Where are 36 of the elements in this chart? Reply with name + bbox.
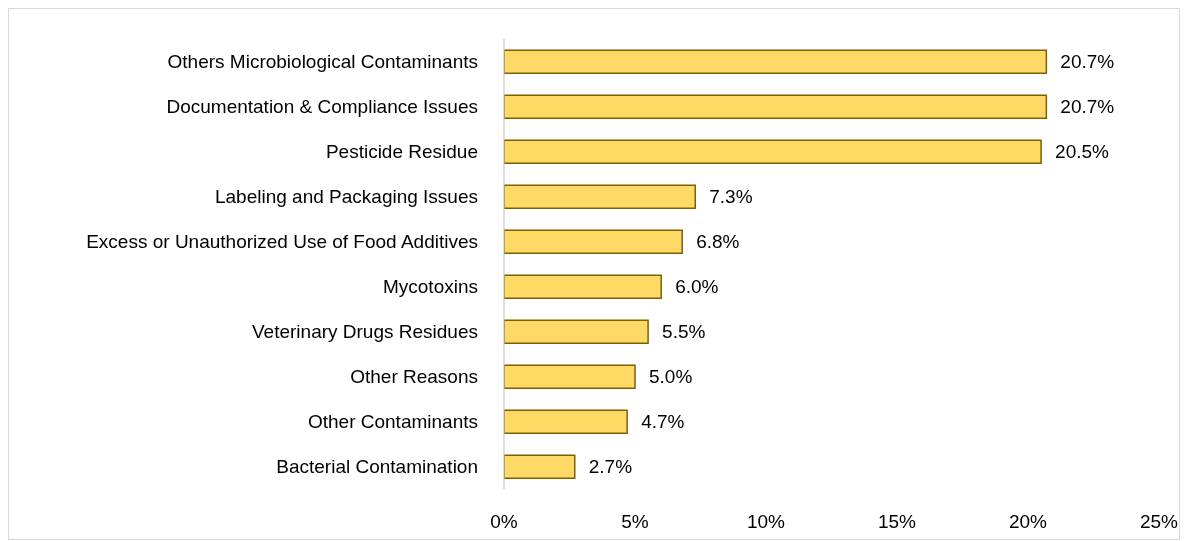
x-tick-label: 25%: [1139, 511, 1179, 533]
y-tick-label: Other Reasons: [350, 366, 478, 388]
bar: [504, 49, 1048, 74]
x-tick-label: 20%: [1008, 511, 1048, 533]
data-label: 20.7%: [1060, 96, 1115, 118]
x-tick-label: 10%: [746, 511, 786, 533]
data-label: 20.5%: [1055, 141, 1110, 163]
bar: [504, 319, 649, 344]
data-label: 5.0%: [649, 366, 693, 388]
y-tick-label: Labeling and Packaging Issues: [214, 186, 478, 208]
y-tick-label: Bacterial Contamination: [276, 456, 478, 478]
x-tick-label: 5%: [621, 511, 649, 533]
y-tick-label: Other Contaminants: [307, 411, 478, 433]
bar: [504, 139, 1042, 164]
data-label: 20.7%: [1060, 51, 1115, 73]
y-tick-label: Veterinary Drugs Residues: [252, 321, 478, 343]
data-label: 2.7%: [588, 456, 633, 478]
y-tick-label: Excess or Unauthorized Use of Food Additives: [86, 231, 478, 253]
x-tick-label: 15%: [877, 511, 917, 533]
bar: [504, 94, 1048, 119]
data-label: 5.5%: [662, 321, 706, 343]
x-tick-label: 0%: [490, 511, 518, 533]
y-tick-label: Others Microbiological Contaminants: [167, 51, 478, 73]
bar: [504, 274, 662, 299]
bar: [504, 184, 697, 209]
bar: [504, 454, 576, 479]
data-label: 6.0%: [675, 276, 719, 298]
bar: [504, 409, 628, 434]
y-tick-label: Mycotoxins: [382, 276, 478, 298]
data-label: 4.7%: [641, 411, 685, 433]
y-tick-label: Documentation & Compliance Issues: [166, 96, 478, 118]
y-tick-label: Pesticide Residue: [325, 141, 478, 163]
data-label: 6.8%: [696, 231, 740, 253]
bar: [504, 229, 683, 254]
bar: [504, 364, 636, 389]
data-label: 7.3%: [709, 186, 753, 208]
